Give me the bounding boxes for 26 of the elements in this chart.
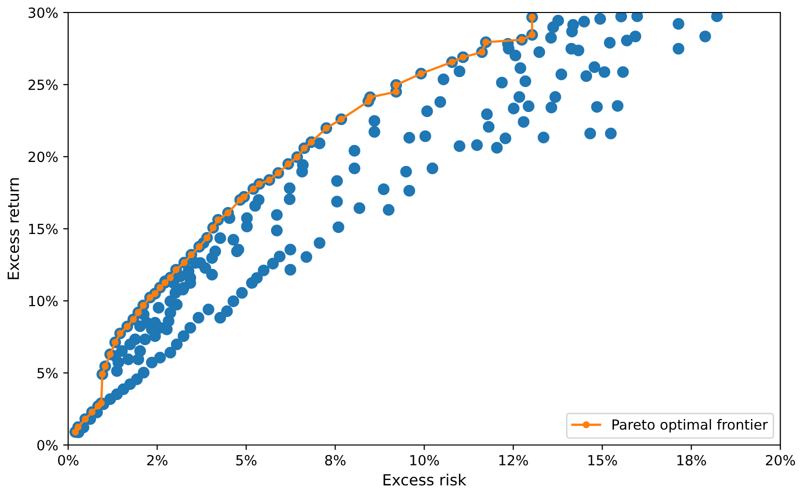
y-tick-label: 5% (37, 368, 58, 378)
x-tick-label: 8% (325, 454, 346, 466)
legend-label: Pareto optimal frontier (612, 419, 768, 432)
x-tick-label: 5% (236, 454, 256, 466)
x-tick-label: 15% (588, 454, 617, 466)
y-tick-label: 15% (29, 224, 58, 234)
x-tick-label: 18% (677, 454, 706, 466)
y-tick-label: 0% (37, 440, 58, 450)
x-tick-label: 2% (147, 454, 168, 466)
point (166, 274, 174, 282)
point (74, 424, 82, 431)
y-tick-label: 25% (28, 80, 58, 90)
y-tick-label: 20% (28, 152, 58, 162)
point (162, 279, 168, 286)
point (82, 416, 89, 423)
x-tick-label: 10% (410, 454, 439, 466)
point (98, 400, 105, 407)
x-tick-label: 12% (499, 454, 528, 466)
y-axis-title: Excess return (8, 178, 20, 280)
y-tick-label: 10% (29, 296, 58, 306)
point (134, 309, 142, 316)
point (88, 408, 96, 416)
x-axis-title: Excess risk (384, 474, 466, 486)
x-tick-label: 0% (58, 454, 78, 466)
y-tick-label: 30% (28, 7, 58, 18)
x-tick-label: 20% (766, 454, 796, 466)
